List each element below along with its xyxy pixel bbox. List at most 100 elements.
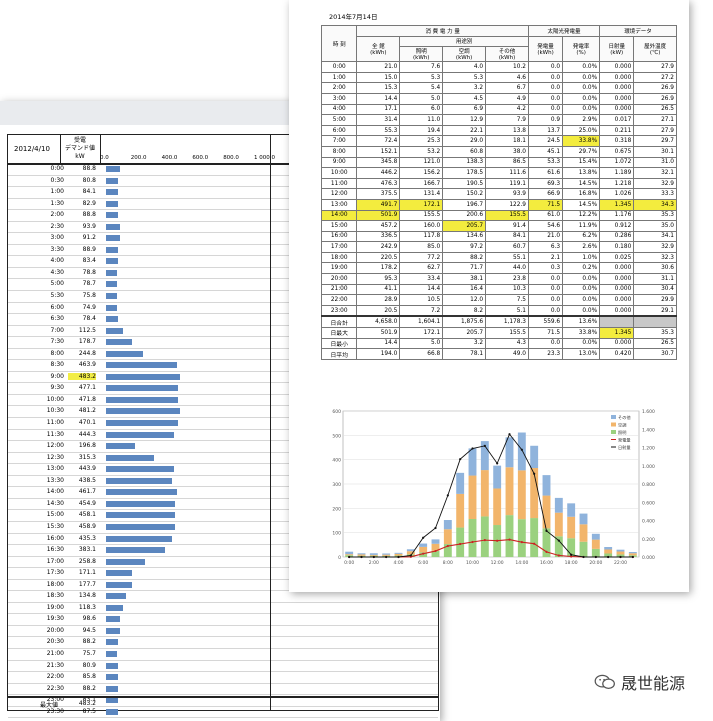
table-cell: 38.0 [485,145,529,158]
bar-segment [604,546,613,550]
gen-header: 発電量 (kWh) [527,35,564,63]
table-row: 6:30 78.4 [8,314,438,326]
table-row: 18:30 134.8 [8,591,438,603]
table-cell: 10.2 [485,61,529,73]
bar-segment [517,519,526,557]
table-cell: 190.5 [442,177,487,190]
irradiance-header: 日射量 (kW) [599,35,635,63]
table-row: 13:00 491.7 172.1 196.7 122.9 71.5 14.5% 1.345 3… [320,198,677,211]
row-time: 10:00 [320,167,358,179]
row-demand-value: 470.1 [78,419,96,427]
bar-segment [579,513,588,525]
table-cell: 53.2 [399,145,444,158]
table-row: 5:30 75.8 [8,291,438,303]
table-cell: 18.1 [485,135,529,147]
table-row: 13:30 438.5 [8,476,438,488]
row-demand-value: 258.8 [78,557,96,565]
table-cell: 27.9 [633,61,677,73]
row-time: 16:00 [46,534,64,542]
axis-tick-label: 800.0 [223,155,239,161]
table-cell: 117.8 [399,230,444,243]
table-cell: 336.5 [356,230,401,243]
row-time: 18:00 [46,580,64,588]
line-point [545,550,548,553]
table-row: 5:00 31.4 11.0 12.9 7.9 0.9 2.9% 0.017 27.1 [320,114,677,126]
axis-tick-label: 600.0 [192,155,209,161]
bar-segment [468,448,477,476]
summary-cell: 30.7 [633,348,677,360]
line-point [422,536,425,539]
front-date: 2014年7月14日 [329,13,378,21]
bar-segment [345,551,354,555]
table-row: 22:00 28.9 10.5 12.0 7.5 0.0 0.0% 0.000 29.9 [320,294,677,306]
line-point [434,526,437,530]
table-cell: 21.0 [527,230,564,243]
table-cell: 15.4% [562,156,601,169]
table-row: 8:00 244.8 [8,349,438,361]
table-cell: 60.7 [485,241,529,253]
table-cell: 6.0 [399,103,444,116]
summary-row: 日最大 501.9 172.1 205.7 155.5 71.5 33.8% 1.345 35.… [320,327,677,339]
table-cell: 31.1 [633,273,677,285]
demand-bar [106,327,123,334]
table-cell: 27.9 [633,124,677,137]
row-time: 20:30 [46,638,64,646]
demand-bar [106,235,120,242]
table-cell: 160.0 [399,220,444,232]
demand-bar [106,708,119,715]
row-time: 3:00 [320,92,358,105]
ratio-header: 発電率 (%) [562,35,601,63]
demand-rows: 0:00 88.8 0:30 80.8 1:00 84.1 1:30 82.9 2:00 88.8… [8,164,438,719]
table-cell: 35.3 [633,209,677,222]
table-cell: 24.5 [527,135,564,147]
table-cell: 62.7 [399,262,444,275]
row-time: 0:00 [320,61,358,73]
row-time: 5:00 [320,114,358,126]
row-time: 16:30 [46,546,64,554]
summary-cell: 71.5 [527,327,564,339]
table-cell: 53.3 [527,156,564,169]
table-cell: 150.2 [442,188,487,200]
x-tick-label: 16:00 [540,560,553,566]
y-tick-label: 600 [332,409,341,415]
table-cell: 17.1 [356,103,401,116]
row-demand-value: 75.8 [82,292,96,300]
table-row: 22:00 85.8 [8,672,438,684]
row-time: 12:00 [46,442,64,450]
x-tick-label: 4:00 [393,560,403,566]
table-cell: 0.3 [527,262,564,275]
table-row: 3:30 88.9 [8,245,438,257]
table-cell: 22.1 [442,124,487,137]
table-cell: 85.0 [399,241,444,253]
table-cell: 5.4 [399,82,444,94]
row-demand-value: 196.8 [78,442,96,450]
row-demand-value: 481.2 [78,407,96,415]
bar-segment [419,546,428,553]
demand-bar [106,362,177,369]
demand-bar [106,304,117,311]
y2-tick-label: 0.600 [642,500,655,506]
energy-table: 時 刻 消 費 電 力 量 太陽光発電量 環境データ 全 館 (kWh) 用途別… [320,24,677,360]
row-time: 21:00 [46,649,64,657]
table-row: 23:00 20.5 7.2 8.2 5.1 0.0 0.0% 0.000 29.1 [320,304,677,317]
line-point [496,539,499,542]
table-cell: 4.2 [485,103,529,116]
row-time: 19:00 [320,262,358,275]
row-demand-value: 80.8 [82,176,96,184]
demand-bar [106,200,119,207]
demand-bar [106,258,119,265]
summary-cell: 13.0% [562,348,601,360]
bar-segment [616,549,625,552]
row-time: 1:00 [50,188,64,196]
row-time: 6:30 [50,315,64,323]
table-cell: 0.286 [599,230,635,243]
row-time: 0:30 [50,176,64,184]
row-demand-value: 78.4 [82,315,96,323]
bar-segment [517,470,526,520]
line-point [348,555,351,559]
row-demand-value: 84.1 [82,188,96,196]
summary-cell: 78.1 [442,348,487,360]
bar-segment [567,516,576,539]
summary-label: 日最小 [320,337,358,350]
table-row: 7:00 72.4 25.3 29.0 18.1 24.5 33.8% 0.318 29.7 [320,135,677,147]
